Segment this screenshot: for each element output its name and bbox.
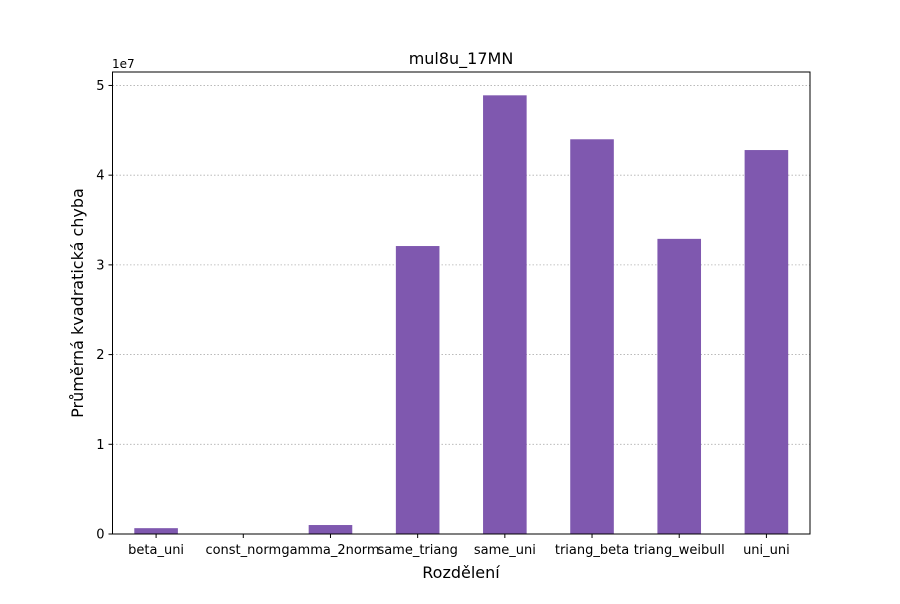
x-tick-label: triang_weibull — [634, 543, 725, 558]
y-tick-label: 1 — [96, 438, 104, 453]
x-tick-label: gamma_2norm — [281, 543, 379, 558]
bar-uni_uni — [744, 150, 789, 534]
bars — [134, 95, 789, 534]
y-axis-label: Průměrná kvadratická chyba — [68, 188, 87, 418]
x-axis: beta_uni const_norm gamma_2normsame_triang… — [128, 534, 790, 558]
x-axis-label: Rozdělení — [422, 563, 500, 582]
x-tick-label: beta_uni — [128, 543, 184, 558]
plot-frame — [112, 71, 811, 535]
y-axis: 0 1 2 3 4 5 — [96, 79, 113, 543]
x-tick-label: same_uni — [474, 543, 536, 558]
x-tick-label: const_norm — [205, 543, 281, 558]
grid-lines — [112, 85, 810, 535]
bar-same_uni — [483, 95, 527, 534]
y-tick-label: 0 — [96, 528, 104, 543]
x-tick-label: uni_uni — [743, 543, 790, 558]
y-tick-label: 3 — [96, 258, 104, 273]
x-tick-label: same_triang — [377, 543, 457, 558]
bar-triang_weibull — [657, 238, 702, 534]
chart-title: mul8u_17MN — [409, 49, 514, 69]
y-multiplier-label: 1e7 — [112, 57, 135, 71]
bar-same_triang — [395, 246, 440, 534]
bar-gamma_2norm — [308, 525, 353, 534]
y-tick-label: 2 — [96, 348, 104, 363]
y-tick-label: 5 — [96, 79, 104, 94]
y-tick-label: 4 — [96, 169, 104, 184]
bar-beta_uni — [134, 528, 178, 534]
x-tick-label: triang_beta — [555, 543, 629, 558]
bar-triang_beta — [570, 139, 614, 534]
